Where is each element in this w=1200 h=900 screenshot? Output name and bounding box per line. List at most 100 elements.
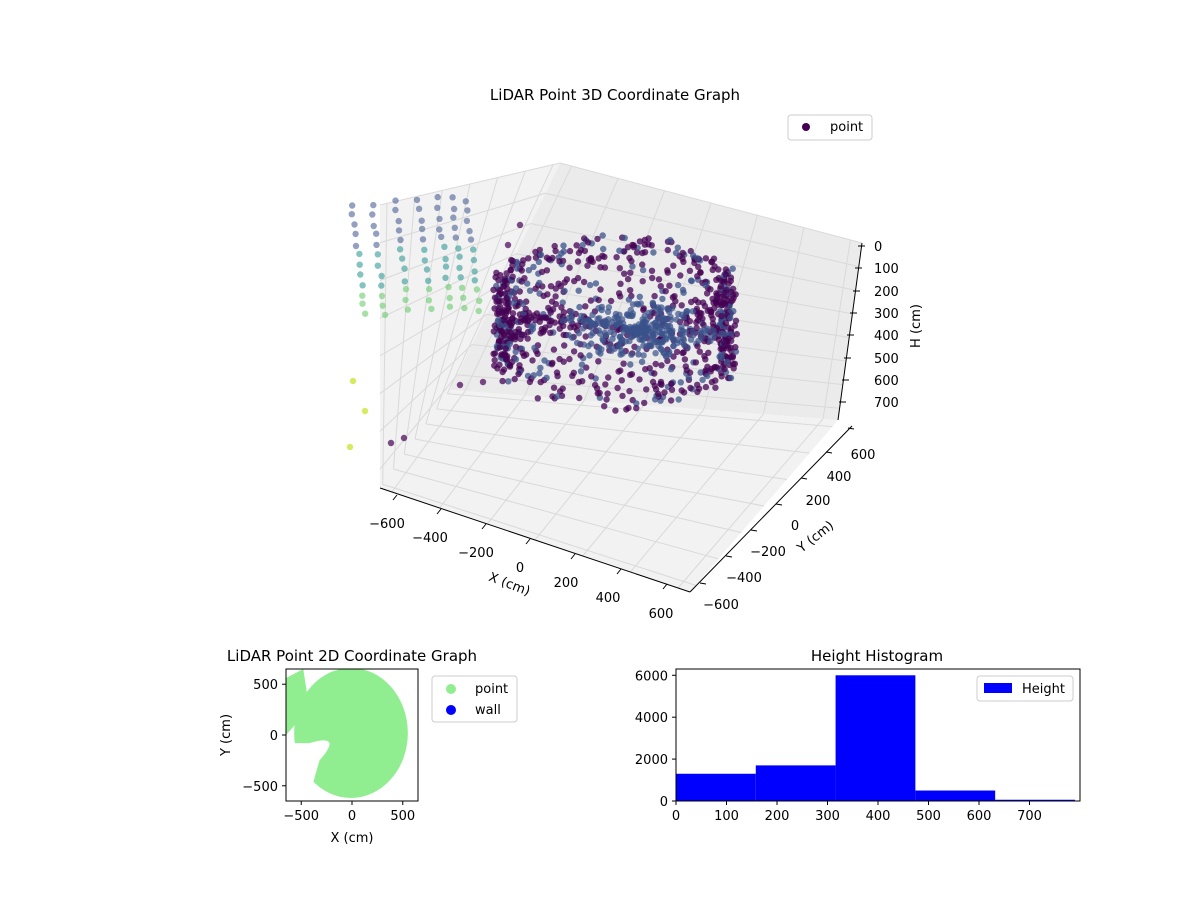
chart-3d-point	[413, 196, 421, 204]
chart-3d-point	[552, 285, 559, 292]
chart-3d-point	[504, 241, 512, 249]
histogram-x-tick-label: 400	[866, 809, 891, 824]
chart-3d-point	[664, 267, 671, 274]
chart-3d-grid-z-left	[379, 313, 487, 395]
chart-3d-point	[577, 352, 584, 359]
chart-3d-point	[550, 384, 558, 391]
histogram-legend-label: Height	[1022, 682, 1065, 697]
chart-3d-point	[605, 304, 613, 311]
chart-3d-point	[566, 247, 574, 255]
chart-3d-grid-y-floor	[382, 483, 696, 586]
chart-3d-point	[554, 372, 561, 380]
chart-3d-point	[579, 325, 587, 332]
chart-3d-point	[668, 366, 675, 373]
chart-3d-point	[640, 352, 647, 359]
chart-3d-x-tick-mark	[436, 508, 442, 515]
chart-3d-point	[519, 300, 527, 308]
chart-3d-point	[653, 322, 660, 330]
chart-3d-grid-x-back	[822, 239, 851, 419]
chart-3d-point	[667, 397, 675, 404]
chart-3d-point	[695, 263, 702, 270]
chart-3d-x-tick-mark	[570, 553, 576, 560]
chart-3d-point	[651, 292, 658, 300]
chart-3d-point	[552, 247, 559, 255]
chart-3d-point	[530, 372, 537, 379]
chart-3d-point	[587, 297, 595, 304]
chart-3d-point	[696, 348, 703, 355]
chart-3d-point	[636, 238, 644, 245]
chart-3d-point	[512, 343, 520, 351]
chart-3d-point	[560, 248, 568, 255]
chart-3d-point	[589, 311, 596, 319]
chart-3d-grid-y-floor	[393, 468, 719, 560]
chart-3d-point	[511, 336, 519, 343]
chart-3d-point	[537, 378, 544, 386]
chart-3d-point	[675, 396, 682, 403]
chart-3d-x-tick-mark	[616, 568, 622, 575]
chart-3d-point	[707, 368, 714, 375]
histogram-x-tick-label: 100	[714, 809, 739, 824]
chart-3d-point	[721, 289, 728, 297]
chart-3d-x-tick-label: −200	[458, 546, 494, 561]
chart-3d-point	[506, 340, 513, 347]
chart-3d-grid	[379, 162, 863, 589]
chart-3d-point	[655, 390, 662, 397]
chart-3d-grid-y-left	[425, 177, 499, 425]
chart-3d-point	[369, 211, 376, 218]
chart-3d-point	[713, 299, 720, 306]
chart-3d-point	[595, 358, 602, 365]
chart-3d-point	[709, 266, 716, 274]
chart-3d-point	[677, 272, 684, 279]
chart-3d-point	[522, 305, 529, 313]
chart-3d-point	[715, 266, 722, 273]
chart-3d-point	[356, 261, 363, 268]
chart-3d-point	[455, 245, 462, 252]
chart-3d-point	[496, 361, 503, 368]
chart-3d-point	[685, 374, 692, 381]
chart-3d-point	[539, 329, 547, 336]
chart-3d-point	[473, 286, 481, 293]
chart-3d-point	[645, 342, 653, 349]
chart-3d-point	[461, 304, 468, 312]
chart-3d-y-tick-mark	[825, 451, 833, 454]
chart-3d-point	[576, 303, 583, 311]
chart-3d-point	[683, 308, 690, 315]
chart-3d-point	[450, 205, 458, 213]
chart-3d-point	[616, 265, 623, 272]
chart-3d-point	[694, 342, 701, 350]
chart-3d-point	[585, 342, 592, 350]
chart-3d-point	[708, 258, 716, 265]
chart-3d-title: LiDAR Point 3D Coordinate Graph	[490, 86, 740, 104]
chart-3d-point	[699, 299, 707, 306]
chart-3d-y-axis-line	[689, 425, 853, 593]
chart-2d-y-tick-label: −500	[242, 780, 278, 795]
chart-3d-point	[522, 315, 529, 322]
chart-3d-point	[434, 204, 441, 211]
chart-3d-point	[550, 346, 558, 353]
chart-3d-point	[535, 258, 542, 265]
chart-3d-point	[717, 283, 725, 290]
chart-3d-grid-y-left	[403, 190, 443, 455]
chart-3d-grid-z-left	[379, 283, 502, 357]
chart-3d-y-tick-mark	[699, 582, 707, 585]
chart-3d-point	[618, 347, 625, 354]
chart-3d-point	[415, 205, 423, 212]
chart-3d-point	[666, 308, 673, 315]
chart-3d-point	[576, 394, 583, 402]
chart-3d-point	[536, 246, 543, 254]
chart-3d-point	[509, 273, 516, 280]
chart-3d-point	[641, 236, 648, 244]
chart-3d-point	[506, 363, 514, 370]
chart-3d-point	[575, 287, 582, 294]
chart-3d-point	[718, 313, 725, 320]
chart-3d-point	[658, 304, 665, 311]
chart-2d-title: LiDAR Point 2D Coordinate Graph	[227, 647, 477, 665]
chart-3d-point	[460, 294, 467, 301]
chart-3d-z-tick-label: 700	[874, 396, 899, 411]
chart-3d-point	[679, 349, 686, 357]
chart-3d-point	[548, 317, 555, 325]
chart-3d-point	[582, 333, 589, 340]
chart-3d-point	[677, 379, 684, 386]
chart-3d-point	[549, 393, 556, 400]
chart-3d-point	[458, 284, 466, 291]
